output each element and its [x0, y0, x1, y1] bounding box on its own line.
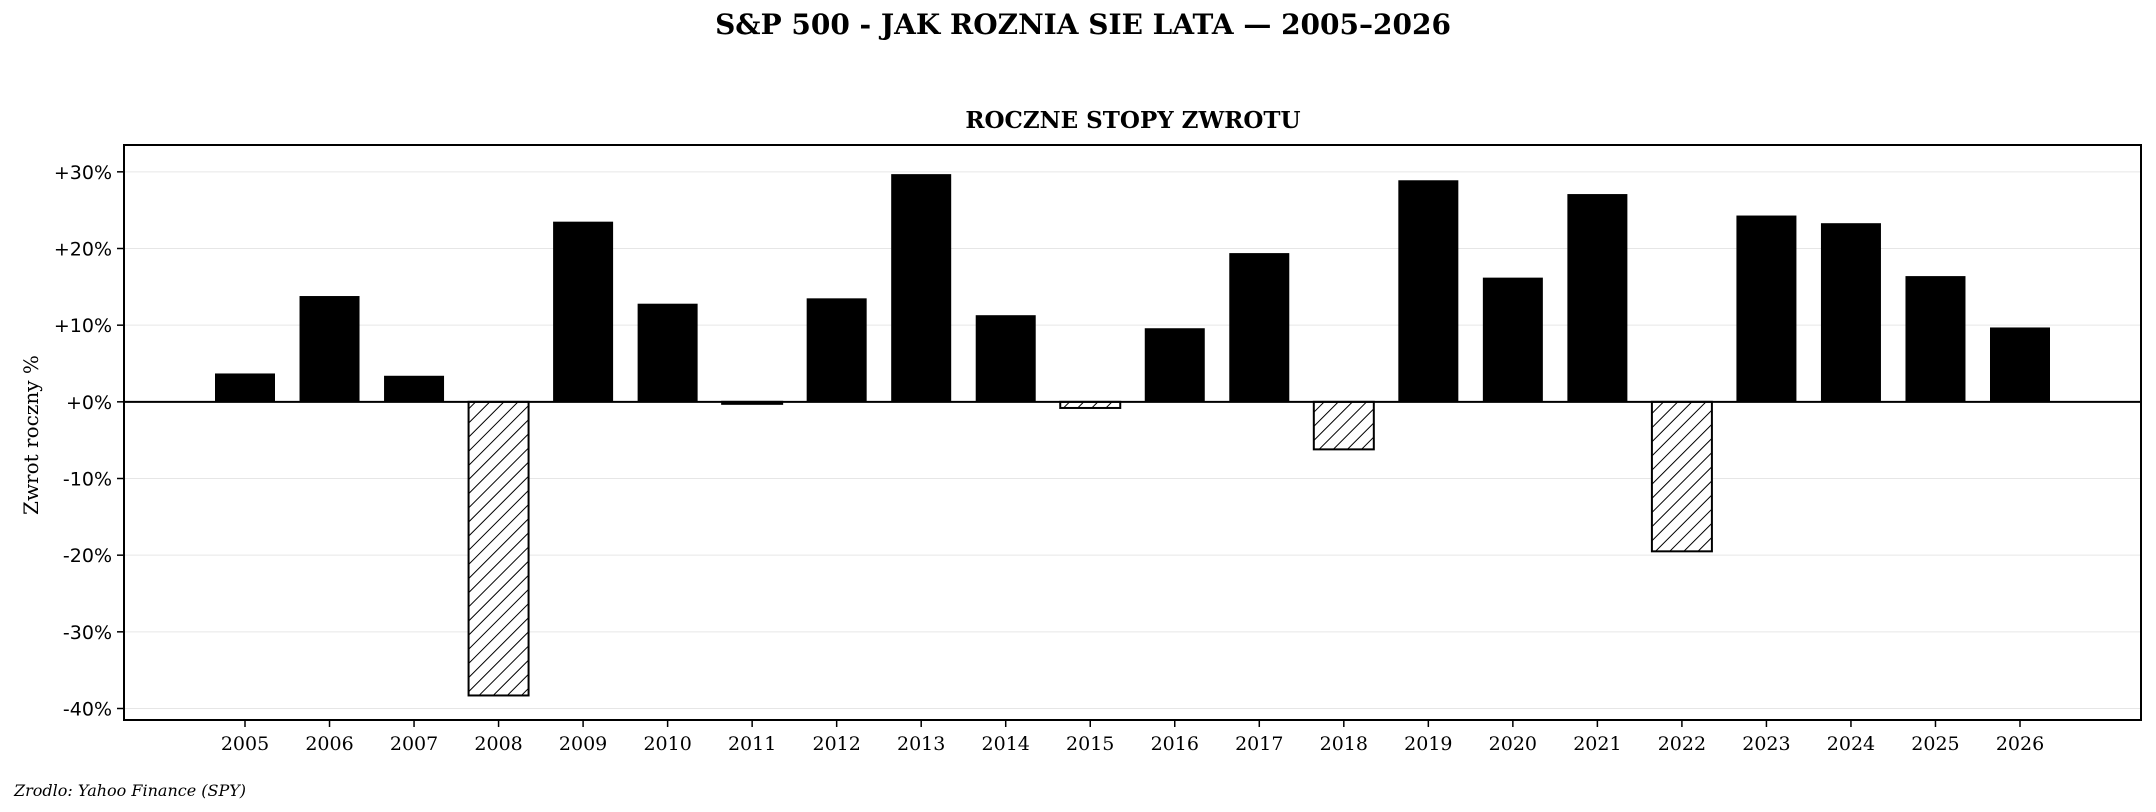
chart-title: ROCZNE STOPY ZWROTU [965, 107, 1300, 134]
x-axis-ticks: 2005 2006 2007 2008 2009 2010 2011 2012 2013 2014… [221, 720, 2044, 755]
y-tick-label: +20% [54, 239, 112, 261]
x-tick-label: 2025 [1911, 733, 1959, 755]
x-tick-label: 2013 [897, 733, 945, 755]
bar-2009 [553, 221, 614, 402]
x-tick-label: 2023 [1742, 733, 1790, 755]
x-tick-label: 2022 [1658, 733, 1706, 755]
source-note: Zrodlo: Yahoo Finance (SPY) [13, 781, 246, 800]
x-tick-label: 2010 [643, 733, 691, 755]
x-tick-label: 2005 [221, 733, 269, 755]
y-tick-label: -20% [63, 545, 112, 567]
y-tick-label: +0% [66, 392, 112, 414]
bar-2012 [806, 298, 867, 402]
x-tick-label: 2007 [390, 733, 438, 755]
bar-2019 [1398, 180, 1459, 402]
plot-frame [123, 144, 2142, 721]
x-tick-label: 2020 [1489, 733, 1537, 755]
x-tick-label: 2011 [728, 733, 776, 755]
figure-title: S&P 500 - JAK ROZNIA SIE LATA — 2005–202… [715, 8, 1451, 41]
bar-2013 [891, 174, 952, 402]
bar-2021 [1567, 194, 1628, 402]
x-tick-label: 2021 [1573, 733, 1621, 755]
x-tick-label: 2024 [1827, 733, 1875, 755]
bars [215, 174, 2050, 697]
bar-2024 [1820, 223, 1881, 402]
y-tick-label: -40% [63, 699, 112, 721]
bar-2017 [1229, 253, 1290, 402]
x-tick-label: 2019 [1404, 733, 1452, 755]
y-tick-label: -30% [63, 622, 112, 644]
bar-2023 [1736, 215, 1797, 402]
x-tick-label: 2018 [1320, 733, 1368, 755]
bar-2022 [1650, 400, 1713, 553]
y-axis-ticks: +30% +20% +10% +0% -10% -20% -30% -40% [54, 162, 124, 721]
bar-2014 [975, 315, 1036, 402]
bar-2008 [467, 400, 530, 697]
y-tick-label: -10% [63, 469, 112, 491]
bar-2016 [1144, 328, 1205, 402]
bar-2006 [299, 296, 360, 402]
x-tick-label: 2026 [1996, 733, 2044, 755]
x-tick-label: 2016 [1151, 733, 1199, 755]
x-tick-label: 2017 [1235, 733, 1283, 755]
bar-2020 [1482, 277, 1543, 402]
x-tick-label: 2012 [812, 733, 860, 755]
bar-2025 [1905, 276, 1966, 402]
y-axis-label: Zwrot roczny % [19, 355, 43, 515]
bar-2018 [1312, 400, 1375, 451]
bar-2026 [1990, 327, 2050, 402]
x-tick-label: 2014 [982, 733, 1030, 755]
bar-2010 [637, 303, 698, 402]
x-tick-label: 2015 [1066, 733, 1114, 755]
x-tick-label: 2009 [559, 733, 607, 755]
x-tick-label: 2006 [305, 733, 353, 755]
bar-2005 [215, 373, 275, 402]
y-tick-label: +30% [54, 162, 112, 184]
y-tick-label: +10% [54, 315, 112, 337]
x-tick-label: 2008 [474, 733, 522, 755]
bar-2007 [384, 375, 445, 402]
